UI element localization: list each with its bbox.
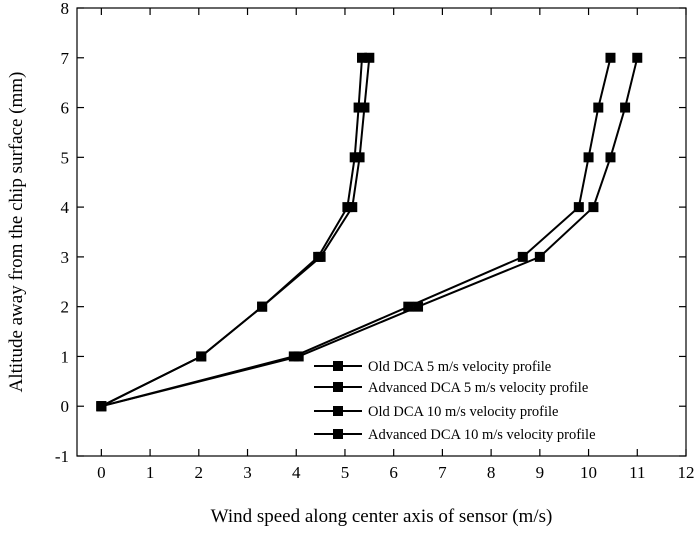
data-point: [96, 401, 107, 412]
plot-frame: [76, 7, 687, 457]
legend: Old DCA 5 m/s velocity profile Advanced D…: [314, 359, 596, 443]
legend-marker: [333, 361, 343, 371]
series-layer: [96, 52, 643, 412]
data-point: [588, 202, 599, 213]
series-line: [100, 57, 371, 408]
x-axis-title: Wind speed along center axis of sensor (…: [211, 506, 553, 527]
legend-entry: Advanced DCA 5 m/s velocity profile: [314, 380, 588, 396]
x-tick-label: 5: [341, 463, 350, 482]
data-point: [605, 152, 616, 163]
x-tick-label: 2: [195, 463, 204, 482]
y-tick-label: 2: [61, 298, 70, 317]
y-tick-label: 3: [61, 248, 70, 267]
y-tick-label: 5: [61, 148, 70, 167]
data-point: [293, 351, 304, 362]
y-axis-title: Altitude away from the chip surface (mm): [6, 72, 27, 393]
data-point: [347, 202, 358, 213]
data-point: [354, 152, 365, 163]
legend-label: Old DCA 10 m/s velocity profile: [368, 404, 559, 420]
y-tick-label: 7: [61, 49, 70, 68]
x-tick-label: 6: [389, 463, 398, 482]
plot-area: [76, 7, 687, 457]
data-point: [517, 251, 528, 262]
data-point: [364, 52, 375, 63]
legend-entry: Advanced DCA 10 m/s velocity profile: [314, 427, 596, 443]
legend-entry: Old DCA 5 m/s velocity profile: [314, 359, 551, 375]
series-line: [100, 57, 363, 408]
data-point: [620, 102, 631, 113]
legend-entry: Old DCA 10 m/s velocity profile: [314, 404, 559, 420]
legend-marker: [333, 429, 343, 439]
x-tick-label: 11: [629, 463, 645, 482]
x-tick-label: 3: [243, 463, 252, 482]
x-tick-label: 1: [146, 463, 155, 482]
x-tick-label: 10: [580, 463, 597, 482]
data-point: [534, 251, 545, 262]
x-tick-label: 12: [678, 463, 695, 482]
data-point: [357, 52, 368, 63]
data-point: [359, 102, 370, 113]
legend-marker: [333, 382, 343, 392]
x-tick-label: 9: [536, 463, 545, 482]
x-tick-label: 0: [97, 463, 106, 482]
data-point: [413, 301, 424, 312]
data-point: [257, 301, 268, 312]
y-tick-label: 8: [61, 0, 70, 18]
legend-label: Old DCA 5 m/s velocity profile: [368, 359, 551, 375]
series-line: [101, 57, 639, 408]
y-tick-label: 6: [61, 99, 70, 118]
data-point: [353, 102, 364, 113]
y-tick-label: 0: [61, 397, 70, 416]
x-tick-label: 4: [292, 463, 301, 482]
data-point: [573, 202, 584, 213]
series-line: [101, 57, 612, 408]
legend-label: Advanced DCA 5 m/s velocity profile: [368, 380, 588, 396]
legend-label: Advanced DCA 10 m/s velocity profile: [368, 427, 596, 443]
data-point: [593, 102, 604, 113]
series-4: [96, 52, 643, 412]
x-tick-label: 8: [487, 463, 496, 482]
y-tick-label: 1: [61, 347, 70, 366]
data-point: [403, 301, 414, 312]
y-tick-label: 4: [61, 198, 70, 217]
data-point: [583, 152, 594, 163]
y-tick-label: -1: [55, 447, 69, 466]
data-point: [605, 52, 616, 63]
data-point: [632, 52, 643, 63]
series-1: [96, 52, 368, 412]
data-point: [196, 351, 207, 362]
x-tick-label: 7: [438, 463, 447, 482]
legend-marker: [333, 406, 343, 416]
data-point: [315, 251, 326, 262]
